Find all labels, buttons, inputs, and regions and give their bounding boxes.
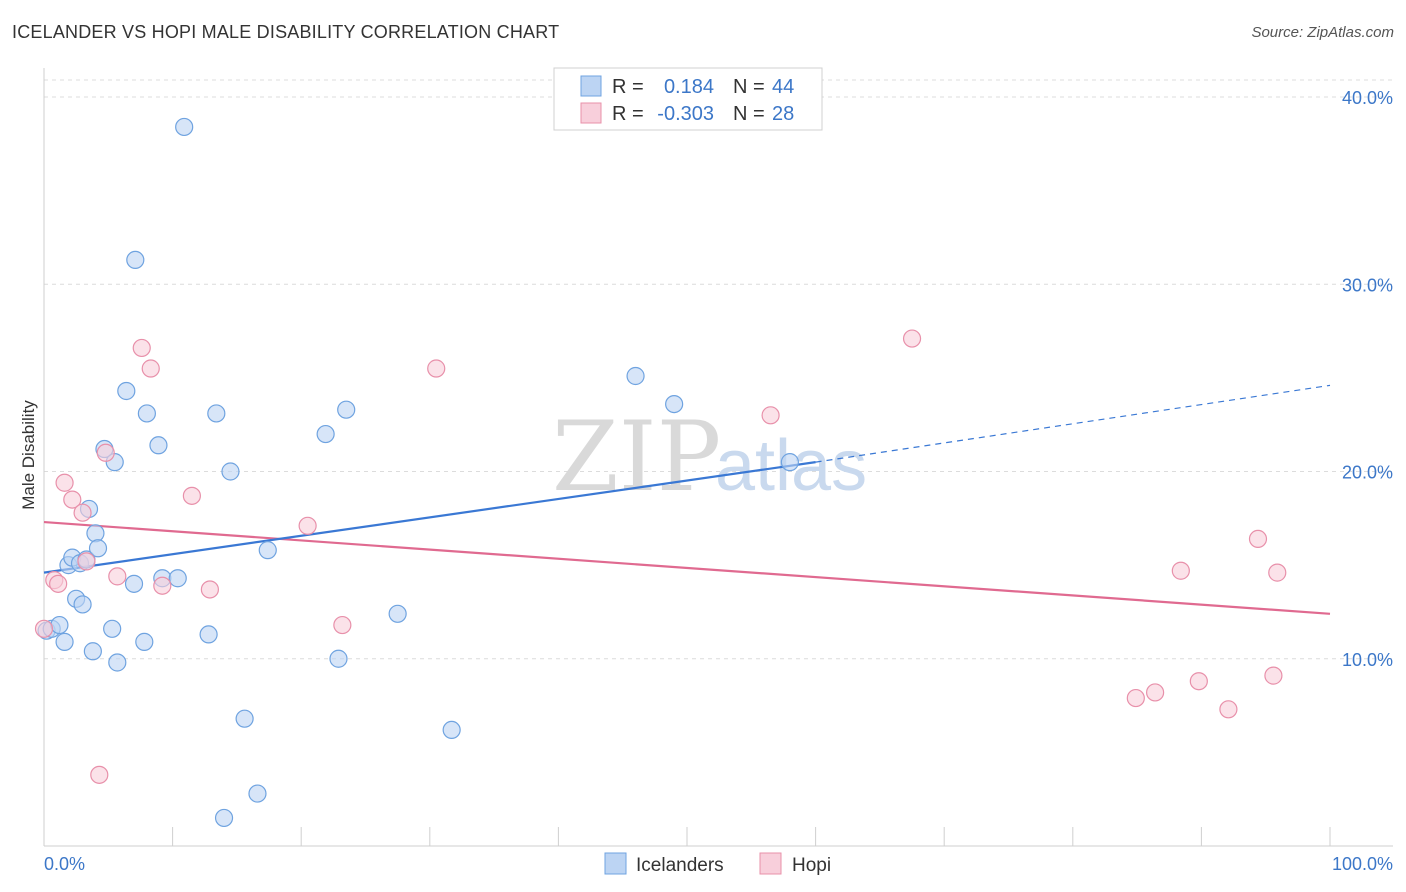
point-icelanders bbox=[108, 653, 127, 672]
legend-r-value-icelanders: 0.184 bbox=[664, 76, 714, 98]
point-icelanders bbox=[316, 424, 335, 444]
point-hopi bbox=[49, 574, 68, 593]
point-icelanders bbox=[337, 400, 356, 419]
point-hopi bbox=[1171, 561, 1190, 580]
point-hopi bbox=[761, 406, 780, 425]
bottom-legend-swatch-icelanders bbox=[604, 852, 627, 875]
point-icelanders bbox=[665, 394, 684, 414]
point-icelanders bbox=[103, 619, 122, 638]
x-tick-label-min: 0.0% bbox=[44, 854, 85, 874]
series-legend: Icelanders Hopi bbox=[604, 852, 831, 876]
y-tick-label: 30.0% bbox=[1342, 275, 1393, 295]
y-tick-labels: 10.0% 20.0% 30.0% 40.0% bbox=[1342, 88, 1393, 670]
watermark-zip: ZIP bbox=[552, 401, 721, 513]
point-hopi bbox=[141, 359, 160, 378]
point-icelanders bbox=[126, 250, 145, 270]
point-hopi bbox=[1189, 672, 1208, 691]
point-hopi bbox=[200, 580, 219, 599]
point-icelanders bbox=[55, 632, 74, 651]
point-icelanders bbox=[124, 574, 144, 593]
bottom-legend-label-hopi: Hopi bbox=[792, 855, 831, 876]
axes bbox=[43, 68, 1393, 847]
point-hopi bbox=[96, 443, 115, 462]
point-icelanders bbox=[137, 404, 156, 423]
point-hopi bbox=[298, 516, 317, 535]
legend-r-value-hopi: -0.303 bbox=[657, 103, 714, 125]
point-icelanders bbox=[780, 453, 799, 472]
point-hopi bbox=[90, 765, 109, 784]
point-icelanders bbox=[83, 642, 102, 661]
legend-n-label-hopi: N = bbox=[733, 103, 765, 125]
point-icelanders bbox=[207, 404, 226, 423]
correlation-legend: R = 0.184 N = 44 R = -0.303 N = 28 bbox=[553, 67, 823, 131]
point-icelanders bbox=[235, 709, 254, 728]
point-icelanders bbox=[135, 632, 154, 651]
legend-n-value-icelanders: 44 bbox=[772, 76, 794, 98]
point-hopi bbox=[63, 490, 82, 509]
point-hopi bbox=[182, 486, 201, 505]
point-icelanders bbox=[248, 784, 267, 803]
point-icelanders bbox=[442, 720, 461, 740]
legend-swatch-hopi bbox=[580, 102, 602, 124]
y-axis-label: Male Disability bbox=[19, 400, 38, 510]
point-hopi bbox=[108, 567, 127, 586]
point-hopi bbox=[77, 552, 96, 571]
point-icelanders bbox=[626, 366, 645, 386]
source-credit: Source: ZipAtlas.com bbox=[1251, 24, 1394, 41]
point-hopi bbox=[1248, 529, 1268, 549]
trend-line-hopi bbox=[43, 520, 1331, 615]
point-hopi bbox=[73, 503, 92, 522]
legend-r-label-icelanders: R = bbox=[612, 76, 644, 98]
data-points bbox=[34, 117, 1287, 828]
trend-lines bbox=[43, 384, 1331, 615]
y-tick-label: 20.0% bbox=[1342, 463, 1393, 483]
point-hopi bbox=[132, 338, 151, 358]
legend-n-label-icelanders: N = bbox=[733, 76, 765, 98]
point-icelanders bbox=[86, 524, 105, 543]
point-hopi bbox=[55, 473, 74, 492]
y-tick-label: 10.0% bbox=[1342, 650, 1393, 670]
point-icelanders bbox=[117, 381, 136, 401]
x-tick-label-max: 100.0% bbox=[1332, 854, 1393, 874]
point-hopi bbox=[902, 329, 922, 348]
point-hopi bbox=[427, 359, 446, 378]
trend-line-icelanders-extrapolated bbox=[815, 384, 1331, 463]
point-icelanders bbox=[175, 117, 194, 137]
point-hopi bbox=[1219, 700, 1238, 719]
point-icelanders bbox=[214, 808, 234, 828]
point-hopi bbox=[1264, 666, 1283, 685]
point-hopi bbox=[34, 619, 54, 638]
trend-line-icelanders bbox=[43, 461, 816, 574]
point-icelanders bbox=[88, 539, 108, 558]
point-hopi bbox=[153, 576, 172, 595]
point-icelanders bbox=[329, 649, 348, 668]
point-icelanders bbox=[168, 569, 187, 588]
bottom-legend-label-icelanders: Icelanders bbox=[636, 855, 724, 876]
grid-lines bbox=[44, 79, 1393, 660]
point-icelanders bbox=[149, 436, 168, 455]
bottom-legend-swatch-hopi bbox=[759, 852, 782, 875]
point-hopi bbox=[1268, 563, 1287, 582]
y-tick-label: 40.0% bbox=[1342, 88, 1393, 108]
point-icelanders bbox=[258, 541, 277, 560]
point-hopi bbox=[1146, 683, 1165, 702]
legend-swatch-icelanders bbox=[580, 75, 602, 97]
point-icelanders bbox=[73, 595, 92, 614]
point-hopi bbox=[333, 615, 352, 635]
legend-r-label-hopi: R = bbox=[612, 103, 644, 125]
point-hopi bbox=[1126, 688, 1145, 708]
point-icelanders bbox=[199, 625, 218, 644]
point-icelanders bbox=[221, 462, 240, 481]
chart-title: ICELANDER VS HOPI MALE DISABILITY CORREL… bbox=[12, 22, 560, 42]
point-icelanders bbox=[388, 604, 407, 623]
legend-n-value-hopi: 28 bbox=[772, 103, 794, 125]
point-icelanders bbox=[50, 615, 69, 635]
